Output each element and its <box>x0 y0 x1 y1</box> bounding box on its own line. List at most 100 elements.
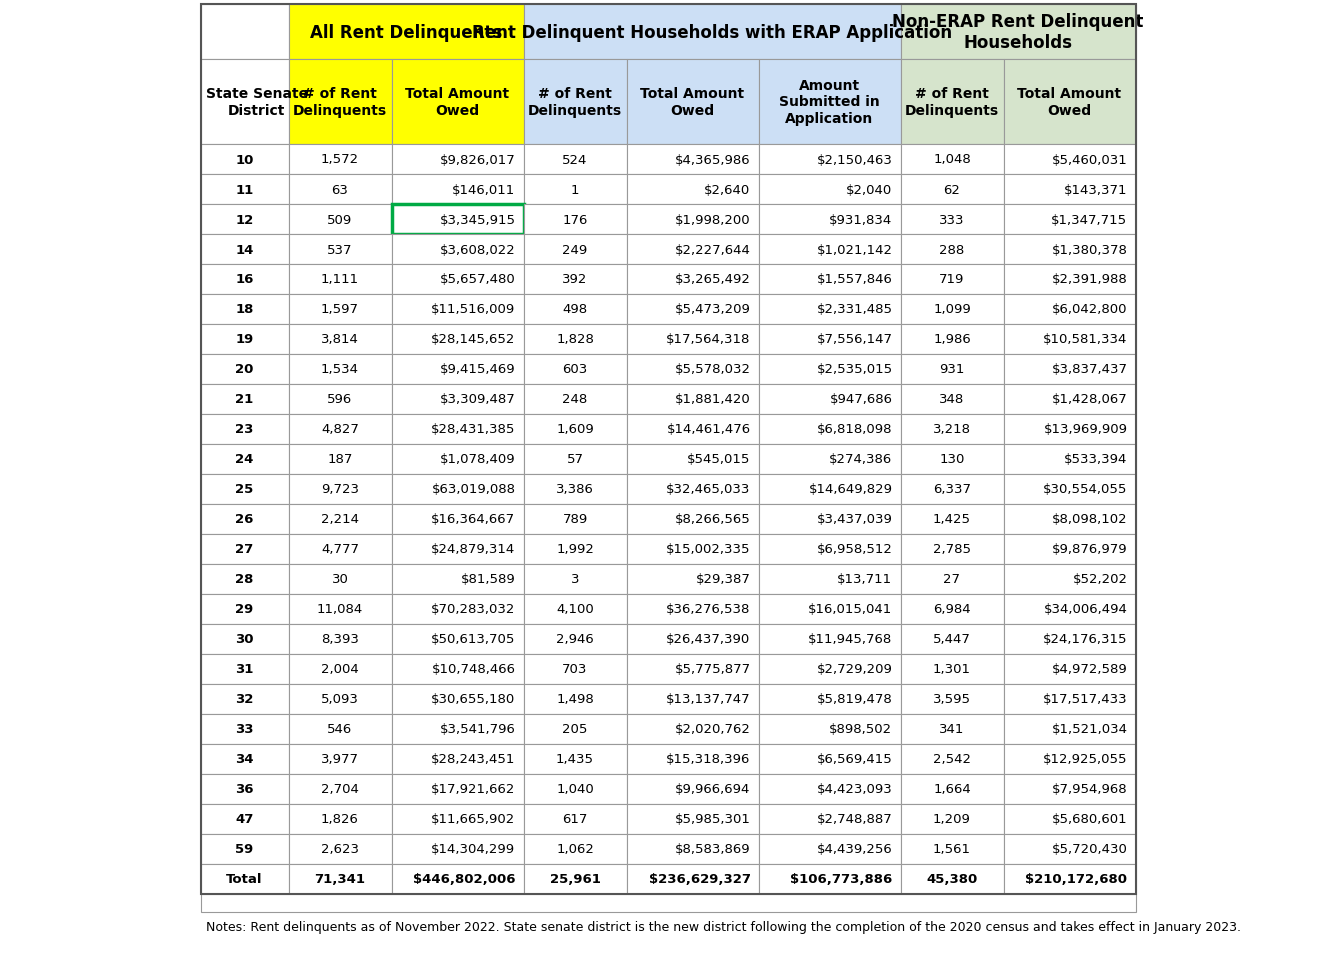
Bar <box>627 234 759 265</box>
Text: $11,945,768: $11,945,768 <box>808 633 892 645</box>
Bar <box>289 204 391 234</box>
Bar <box>524 535 627 564</box>
Text: 1,828: 1,828 <box>556 333 595 346</box>
Text: $6,818,098: $6,818,098 <box>818 423 892 436</box>
Bar <box>900 834 1003 864</box>
Bar <box>627 834 759 864</box>
Text: $5,460,031: $5,460,031 <box>1051 153 1128 167</box>
Bar <box>524 385 627 415</box>
Bar <box>289 5 524 60</box>
Text: 1,986: 1,986 <box>933 333 971 346</box>
Bar <box>627 714 759 744</box>
Text: $446,802,006: $446,802,006 <box>413 873 516 886</box>
Text: $5,680,601: $5,680,601 <box>1051 813 1128 826</box>
Bar <box>627 654 759 684</box>
Text: 1,664: 1,664 <box>933 783 971 796</box>
Text: 1,992: 1,992 <box>556 543 595 556</box>
Text: 31: 31 <box>235 663 254 675</box>
Bar <box>627 624 759 654</box>
Bar <box>391 355 524 385</box>
Bar <box>1003 624 1136 654</box>
Bar <box>627 535 759 564</box>
Text: 36: 36 <box>235 783 254 796</box>
Bar <box>200 564 289 594</box>
Bar <box>900 385 1003 415</box>
Bar <box>289 594 391 624</box>
Bar <box>289 624 391 654</box>
Bar <box>1003 535 1136 564</box>
Text: $1,078,409: $1,078,409 <box>440 453 516 466</box>
Text: 1,435: 1,435 <box>556 753 595 766</box>
Bar <box>627 445 759 475</box>
Text: 1,609: 1,609 <box>556 423 595 436</box>
Bar <box>900 144 1003 174</box>
Bar <box>627 265 759 295</box>
Text: 498: 498 <box>562 303 588 316</box>
Text: $17,564,318: $17,564,318 <box>667 333 751 346</box>
Bar <box>900 475 1003 505</box>
Text: $210,172,680: $210,172,680 <box>1026 873 1128 886</box>
Text: 1,572: 1,572 <box>321 153 359 167</box>
Bar <box>759 714 900 744</box>
Bar <box>524 60 627 144</box>
Bar <box>759 295 900 325</box>
Text: 1,048: 1,048 <box>933 153 971 167</box>
Bar <box>200 594 289 624</box>
Text: $3,265,492: $3,265,492 <box>675 273 751 286</box>
Text: $12,925,055: $12,925,055 <box>1043 753 1128 766</box>
Bar <box>200 144 289 174</box>
Bar <box>900 744 1003 774</box>
Text: 2,623: 2,623 <box>321 843 359 856</box>
Bar <box>391 475 524 505</box>
Text: $1,557,846: $1,557,846 <box>816 273 892 286</box>
Bar <box>524 415 627 445</box>
Text: Total Amount
Owed: Total Amount Owed <box>405 87 509 117</box>
Bar <box>1003 774 1136 804</box>
Bar <box>200 804 289 834</box>
Bar <box>1003 564 1136 594</box>
Text: 29: 29 <box>235 603 254 616</box>
Bar <box>200 684 289 714</box>
Bar <box>200 265 289 295</box>
Text: 176: 176 <box>562 213 588 227</box>
Text: 27: 27 <box>943 573 961 586</box>
Text: $1,347,715: $1,347,715 <box>1051 213 1128 227</box>
Text: $50,613,705: $50,613,705 <box>432 633 516 645</box>
Bar <box>1003 505 1136 535</box>
Text: $10,748,466: $10,748,466 <box>432 663 516 675</box>
Text: 187: 187 <box>327 453 353 466</box>
Bar <box>900 325 1003 355</box>
Text: $106,773,886: $106,773,886 <box>791 873 892 886</box>
Text: 1,209: 1,209 <box>933 813 971 826</box>
Text: $5,819,478: $5,819,478 <box>816 693 892 705</box>
Text: 25,961: 25,961 <box>549 873 600 886</box>
Text: $545,015: $545,015 <box>687 453 751 466</box>
Text: 1,425: 1,425 <box>933 513 971 526</box>
Bar <box>391 654 524 684</box>
Text: $70,283,032: $70,283,032 <box>432 603 516 616</box>
Text: 5,093: 5,093 <box>321 693 359 705</box>
Bar <box>524 684 627 714</box>
Text: 6,984: 6,984 <box>933 603 971 616</box>
Text: 25: 25 <box>235 483 254 496</box>
Text: 3: 3 <box>570 573 580 586</box>
Bar <box>391 624 524 654</box>
Bar <box>391 505 524 535</box>
Bar <box>391 834 524 864</box>
Bar <box>289 445 391 475</box>
Bar <box>1003 204 1136 234</box>
Text: $5,775,877: $5,775,877 <box>675 663 751 675</box>
Text: # of Rent
Delinquents: # of Rent Delinquents <box>293 87 387 117</box>
Text: $10,581,334: $10,581,334 <box>1043 333 1128 346</box>
Bar <box>391 144 524 174</box>
Bar <box>1003 834 1136 864</box>
Bar <box>524 445 627 475</box>
Text: 2,214: 2,214 <box>321 513 359 526</box>
Text: $2,020,762: $2,020,762 <box>675 723 751 735</box>
Bar <box>627 144 759 174</box>
Bar <box>200 385 289 415</box>
Bar <box>759 475 900 505</box>
Bar <box>391 60 524 144</box>
Bar <box>200 204 289 234</box>
Bar <box>759 265 900 295</box>
